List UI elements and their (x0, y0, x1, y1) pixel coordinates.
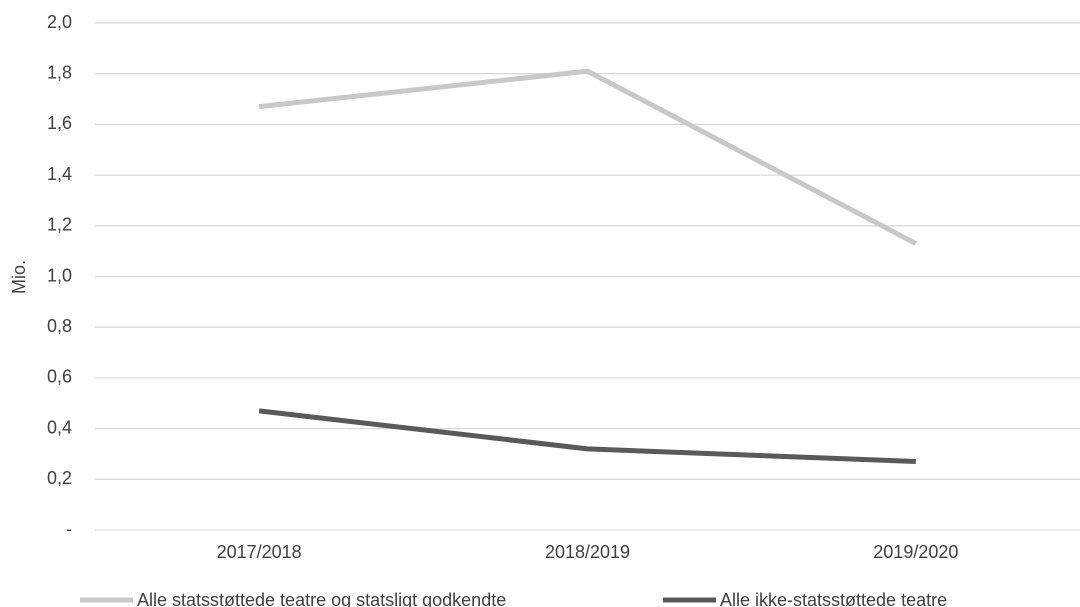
y-tick-label: 0,2 (47, 468, 72, 488)
x-tick-label: 2017/2018 (217, 542, 302, 562)
y-tick-label: 0,6 (47, 367, 72, 387)
y-tick-label: 1,0 (47, 265, 72, 285)
y-tick-label: - (66, 519, 72, 539)
y-tick-label: 1,2 (47, 215, 72, 235)
y-tick-label: 0,4 (47, 417, 72, 437)
y-tick-label: 2,0 (47, 12, 72, 32)
y-tick-label: 1,8 (47, 62, 72, 82)
y-tick-label: 1,4 (47, 164, 72, 184)
x-tick-label: 2018/2019 (545, 542, 630, 562)
series-line (258, 408, 916, 465)
y-axis-label: Mio. (9, 260, 29, 294)
x-tick-label: 2019/2020 (873, 542, 958, 562)
series-line (258, 68, 917, 246)
legend-label: Alle statsstøttede teatre og statsligt g… (137, 590, 506, 607)
y-tick-label: 0,8 (47, 316, 72, 336)
legend-label: Alle ikke-statsstøttede teatre (720, 590, 947, 607)
y-tick-label: 1,6 (47, 113, 72, 133)
